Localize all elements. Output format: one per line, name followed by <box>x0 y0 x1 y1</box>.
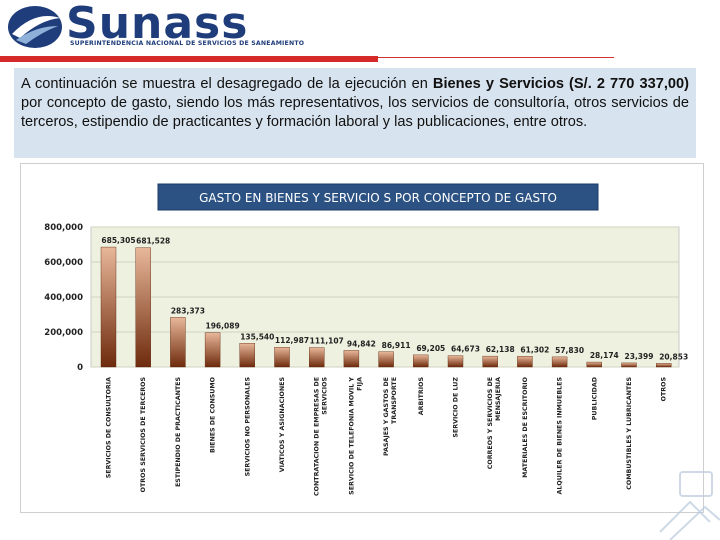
x-tick-label: OTROS <box>661 377 668 402</box>
data-label: 685,305 <box>101 236 135 245</box>
x-tick-label: PUBLICIDAD <box>591 377 598 420</box>
sunass-logo-icon <box>8 6 62 48</box>
data-label: 28,174 <box>590 351 619 360</box>
x-tick-label: SERVICIOS NO PERSONALES <box>244 377 251 477</box>
data-label: 681,528 <box>136 237 170 246</box>
data-label: 62,138 <box>486 345 515 354</box>
x-tick-label: COMBUSTIBLES Y LUBRICANTES <box>626 377 633 490</box>
data-label: 283,373 <box>171 306 205 315</box>
data-label: 20,853 <box>659 352 688 361</box>
intro-text-1: A continuación se muestra el desagregado… <box>21 76 433 92</box>
header-red-bar <box>0 56 378 62</box>
data-label: 111,107 <box>310 337 344 346</box>
x-tick-label: BIENES DE CONSUMO <box>210 376 217 453</box>
x-tick-label: ARBITRIOS <box>418 377 425 416</box>
intro-background <box>14 68 696 158</box>
x-tick-label: SERVICIOS DE CONSULTORIA <box>106 377 113 478</box>
bar <box>100 246 117 368</box>
bar <box>274 347 290 368</box>
y-tick-label: 600,000 <box>44 258 83 268</box>
bar <box>378 351 394 368</box>
data-label: 23,399 <box>625 352 654 361</box>
bar <box>586 361 602 368</box>
data-label: 61,302 <box>520 345 549 354</box>
y-tick-label: 200,000 <box>44 328 83 338</box>
x-tick-label: VIATICOS Y ASIGNACIONES <box>279 377 286 473</box>
bar <box>309 347 325 368</box>
y-tick-label: 800,000 <box>44 223 83 233</box>
bar <box>170 317 186 368</box>
data-label: 112,987 <box>275 336 309 345</box>
intro-paragraph: A continuación se muestra el desagregado… <box>21 75 689 132</box>
data-label: 86,911 <box>382 341 411 350</box>
x-tick-label: SERVICIO DE TELEFONIA MOVIL YFIJA <box>348 377 363 495</box>
x-tick-label: ESTIPENDIO DE PRACTICANTES <box>175 377 182 487</box>
header-red-line <box>378 57 614 58</box>
expense-bar-chart: 0 200,000 400,000 600,000 800,000 685,305 SER… <box>44 183 688 496</box>
chart-title-box <box>157 183 599 211</box>
bar <box>135 247 151 368</box>
x-tick-label: MATERIALES DE ESCRITORIO <box>522 376 529 478</box>
bar <box>656 363 672 368</box>
header: Sunass SUPERINTENDENCIA NACIONAL DE SERV… <box>0 0 720 70</box>
data-label: 57,830 <box>555 346 584 355</box>
intro-text-bold: Bienes y Servicios (S/. 2 770 337,00) <box>432 76 689 92</box>
chart-frame: 0 200,000 400,000 600,000 800,000 685,305 SER… <box>20 163 704 513</box>
x-tick-label: CORREOS Y SERVICIOS DEMENSAJERIA <box>487 377 502 469</box>
bar <box>343 350 360 368</box>
bar <box>204 332 221 368</box>
data-label: 196,089 <box>206 322 240 331</box>
bar <box>413 354 429 368</box>
data-label: 64,673 <box>451 345 480 354</box>
x-tick-label: PASAJES Y GASTOS DETRANSPORTE <box>383 377 398 456</box>
y-tick-label: 400,000 <box>44 293 83 303</box>
corner-decoration <box>659 471 720 540</box>
bar <box>482 355 498 368</box>
logo-text: Sunass <box>66 0 249 49</box>
x-tick-label: SERVICIO DE LUZ <box>453 377 460 438</box>
data-label: 69,205 <box>416 344 445 353</box>
bar <box>551 356 568 368</box>
data-label: 94,842 <box>347 339 376 348</box>
intro-text-2: por concepto de gasto, siendo los más re… <box>21 95 689 130</box>
y-tick-label: 0 <box>77 363 83 373</box>
x-tick-label: OTROS SERVICIOS DE TERCEROS <box>140 377 147 493</box>
logo-subtitle: SUPERINTENDENCIA NACIONAL DE SERVICIOS D… <box>70 40 305 47</box>
data-label: 135,540 <box>240 332 274 341</box>
chart-title: GASTO EN BIENES Y SERVICIO S POR CONCEPT… <box>199 191 557 205</box>
x-tick-label: ALQUILER DE BIENES INMUEBLES <box>557 377 564 495</box>
bar <box>447 355 464 368</box>
x-tick-label: CONTRATACION DE EMPRESAS DESERVICIOS <box>314 377 329 496</box>
bar <box>621 362 637 368</box>
bar <box>239 343 256 368</box>
bar <box>517 356 533 368</box>
